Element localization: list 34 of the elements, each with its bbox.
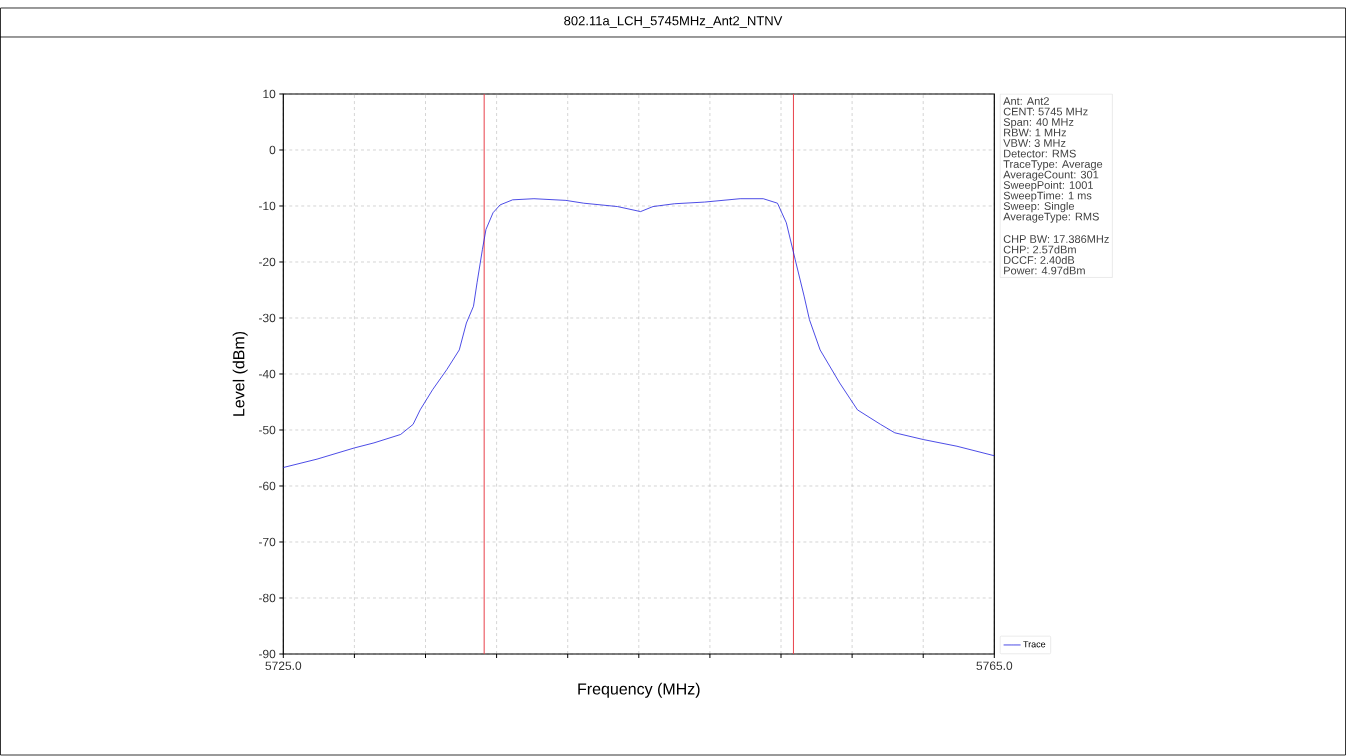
y-tick-label: -10	[258, 201, 276, 211]
text: Detector: RMS	[1004, 149, 1076, 158]
text: CHP: 2.57dBm	[1003, 245, 1076, 254]
text: VBW: 3 MHz	[1003, 139, 1066, 147]
y-tick-label: -70	[258, 537, 276, 547]
text: TraceType: Average	[1003, 160, 1103, 171]
text: Span: 40 MHz	[1003, 118, 1074, 129]
x-tick-label: 5765.0	[976, 661, 1013, 671]
text: SweepTime: 1 ms	[1003, 191, 1092, 202]
x-axis-title: Frequency (MHz)	[578, 682, 700, 698]
y-tick-label: -20	[258, 257, 276, 267]
text: CHP BW: 17.386MHz	[1003, 235, 1109, 243]
text: Sweep: Single	[1003, 201, 1075, 213]
text: RBW: 1 MHz	[1004, 128, 1066, 137]
text: AverageType: RMS	[1003, 212, 1099, 223]
y-tick-label: -50	[258, 425, 276, 435]
y-axis-title: Level (dBm)	[232, 331, 248, 416]
text: DCCF: 2.40dB	[1004, 255, 1075, 264]
y-tick-label: -60	[258, 481, 276, 491]
text: AverageCount: 301	[1003, 170, 1099, 181]
y-tick-label: -30	[258, 313, 276, 323]
line-series	[282, 198, 995, 468]
text: SweepPoint: 1001	[1003, 180, 1093, 192]
y-tick-label: 10	[263, 89, 276, 99]
text: Power: 4.97dBm	[1004, 266, 1085, 275]
x-tick-label: 5725.0	[265, 661, 302, 671]
text: Ant: Ant2	[1003, 97, 1049, 105]
chart-title: 802.11a_LCH_5745MHz_Ant2_NTNV	[564, 16, 783, 28]
y-tick-label: -80	[258, 593, 276, 603]
text: CENT: 5745 MHz	[1003, 107, 1088, 116]
y-tick-label: 0	[269, 145, 276, 155]
y-tick-label: -90	[258, 649, 276, 659]
y-tick-label: -40	[258, 369, 276, 379]
legend-label: Trace	[1023, 641, 1046, 648]
